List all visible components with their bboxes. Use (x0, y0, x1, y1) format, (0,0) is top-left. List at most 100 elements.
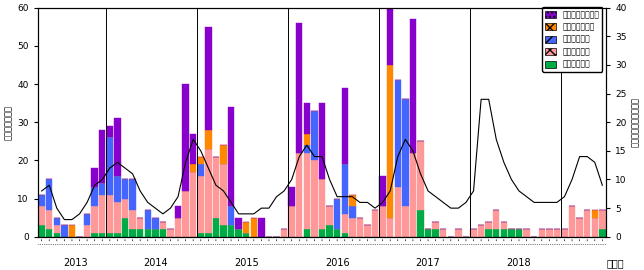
Bar (228, 107, 234, 206)
Bar (410, 153, 416, 237)
Bar (379, 176, 386, 206)
Bar (432, 221, 439, 229)
Bar (303, 229, 310, 237)
Bar (228, 206, 234, 225)
Bar (387, 0, 393, 65)
Bar (546, 229, 553, 237)
Bar (114, 202, 120, 233)
Bar (39, 206, 45, 225)
Bar (190, 172, 196, 237)
Bar (91, 168, 98, 187)
Bar (205, 233, 212, 237)
Bar (198, 164, 204, 176)
Bar (107, 195, 113, 233)
Bar (190, 164, 196, 172)
Text: （月）: （月） (606, 258, 624, 268)
Bar (114, 119, 120, 176)
Bar (46, 229, 52, 237)
Bar (349, 195, 355, 206)
Bar (311, 160, 317, 237)
Bar (561, 229, 567, 237)
Bar (236, 229, 242, 237)
Bar (357, 218, 363, 237)
Bar (99, 195, 106, 233)
Bar (53, 225, 60, 233)
Bar (152, 229, 158, 237)
Bar (327, 225, 333, 237)
Bar (213, 218, 219, 237)
Bar (303, 103, 310, 134)
Bar (53, 218, 60, 225)
Legend: アストロウイルス, アデノウイルス, サポウイルス, ノロウイルス, ロタウイルス: アストロウイルス, アデノウイルス, サポウイルス, ノロウイルス, ロタウイル… (542, 7, 602, 72)
Bar (137, 218, 144, 229)
Bar (107, 126, 113, 137)
Bar (303, 145, 310, 153)
Bar (455, 229, 462, 237)
Bar (486, 229, 492, 237)
Text: 2015: 2015 (234, 258, 259, 268)
Bar (569, 206, 575, 237)
Bar (516, 229, 522, 237)
Bar (349, 218, 355, 237)
Bar (114, 233, 120, 237)
Bar (46, 210, 52, 229)
Bar (296, 153, 303, 237)
Bar (387, 65, 393, 218)
Bar (107, 137, 113, 195)
Bar (554, 229, 560, 237)
Bar (99, 183, 106, 195)
Bar (152, 218, 158, 229)
Bar (432, 229, 439, 237)
Bar (205, 27, 212, 130)
Bar (220, 164, 227, 225)
Bar (599, 229, 605, 237)
Bar (417, 210, 424, 237)
Bar (251, 218, 257, 237)
Bar (198, 233, 204, 237)
Bar (129, 229, 136, 237)
Text: 2016: 2016 (325, 258, 350, 268)
Bar (524, 229, 530, 237)
Text: 2013: 2013 (63, 258, 88, 268)
Text: 2018: 2018 (507, 258, 531, 268)
Bar (599, 210, 605, 229)
Bar (500, 229, 507, 237)
Bar (584, 210, 591, 237)
Bar (46, 180, 52, 210)
Bar (387, 218, 393, 237)
Bar (341, 88, 348, 164)
Bar (107, 233, 113, 237)
Bar (349, 206, 355, 218)
Bar (281, 229, 287, 237)
Bar (402, 99, 408, 206)
Bar (243, 233, 249, 237)
Bar (198, 157, 204, 164)
Bar (144, 210, 151, 229)
Bar (39, 225, 45, 237)
Bar (190, 134, 196, 164)
Bar (99, 233, 106, 237)
Bar (319, 229, 325, 237)
Bar (122, 218, 128, 237)
Bar (91, 187, 98, 206)
Bar (341, 164, 348, 214)
Bar (144, 229, 151, 237)
Bar (205, 130, 212, 149)
Bar (592, 218, 598, 237)
Text: 2014: 2014 (143, 258, 167, 268)
Bar (410, 19, 416, 153)
Bar (395, 80, 401, 187)
Bar (175, 218, 181, 237)
Bar (334, 199, 341, 229)
Bar (53, 233, 60, 237)
Bar (289, 206, 295, 237)
Bar (576, 218, 583, 237)
Bar (243, 221, 249, 233)
Bar (289, 187, 295, 206)
Bar (470, 229, 477, 237)
Bar (425, 229, 431, 237)
Bar (182, 84, 189, 191)
Bar (228, 225, 234, 237)
Bar (395, 187, 401, 237)
Bar (220, 225, 227, 237)
